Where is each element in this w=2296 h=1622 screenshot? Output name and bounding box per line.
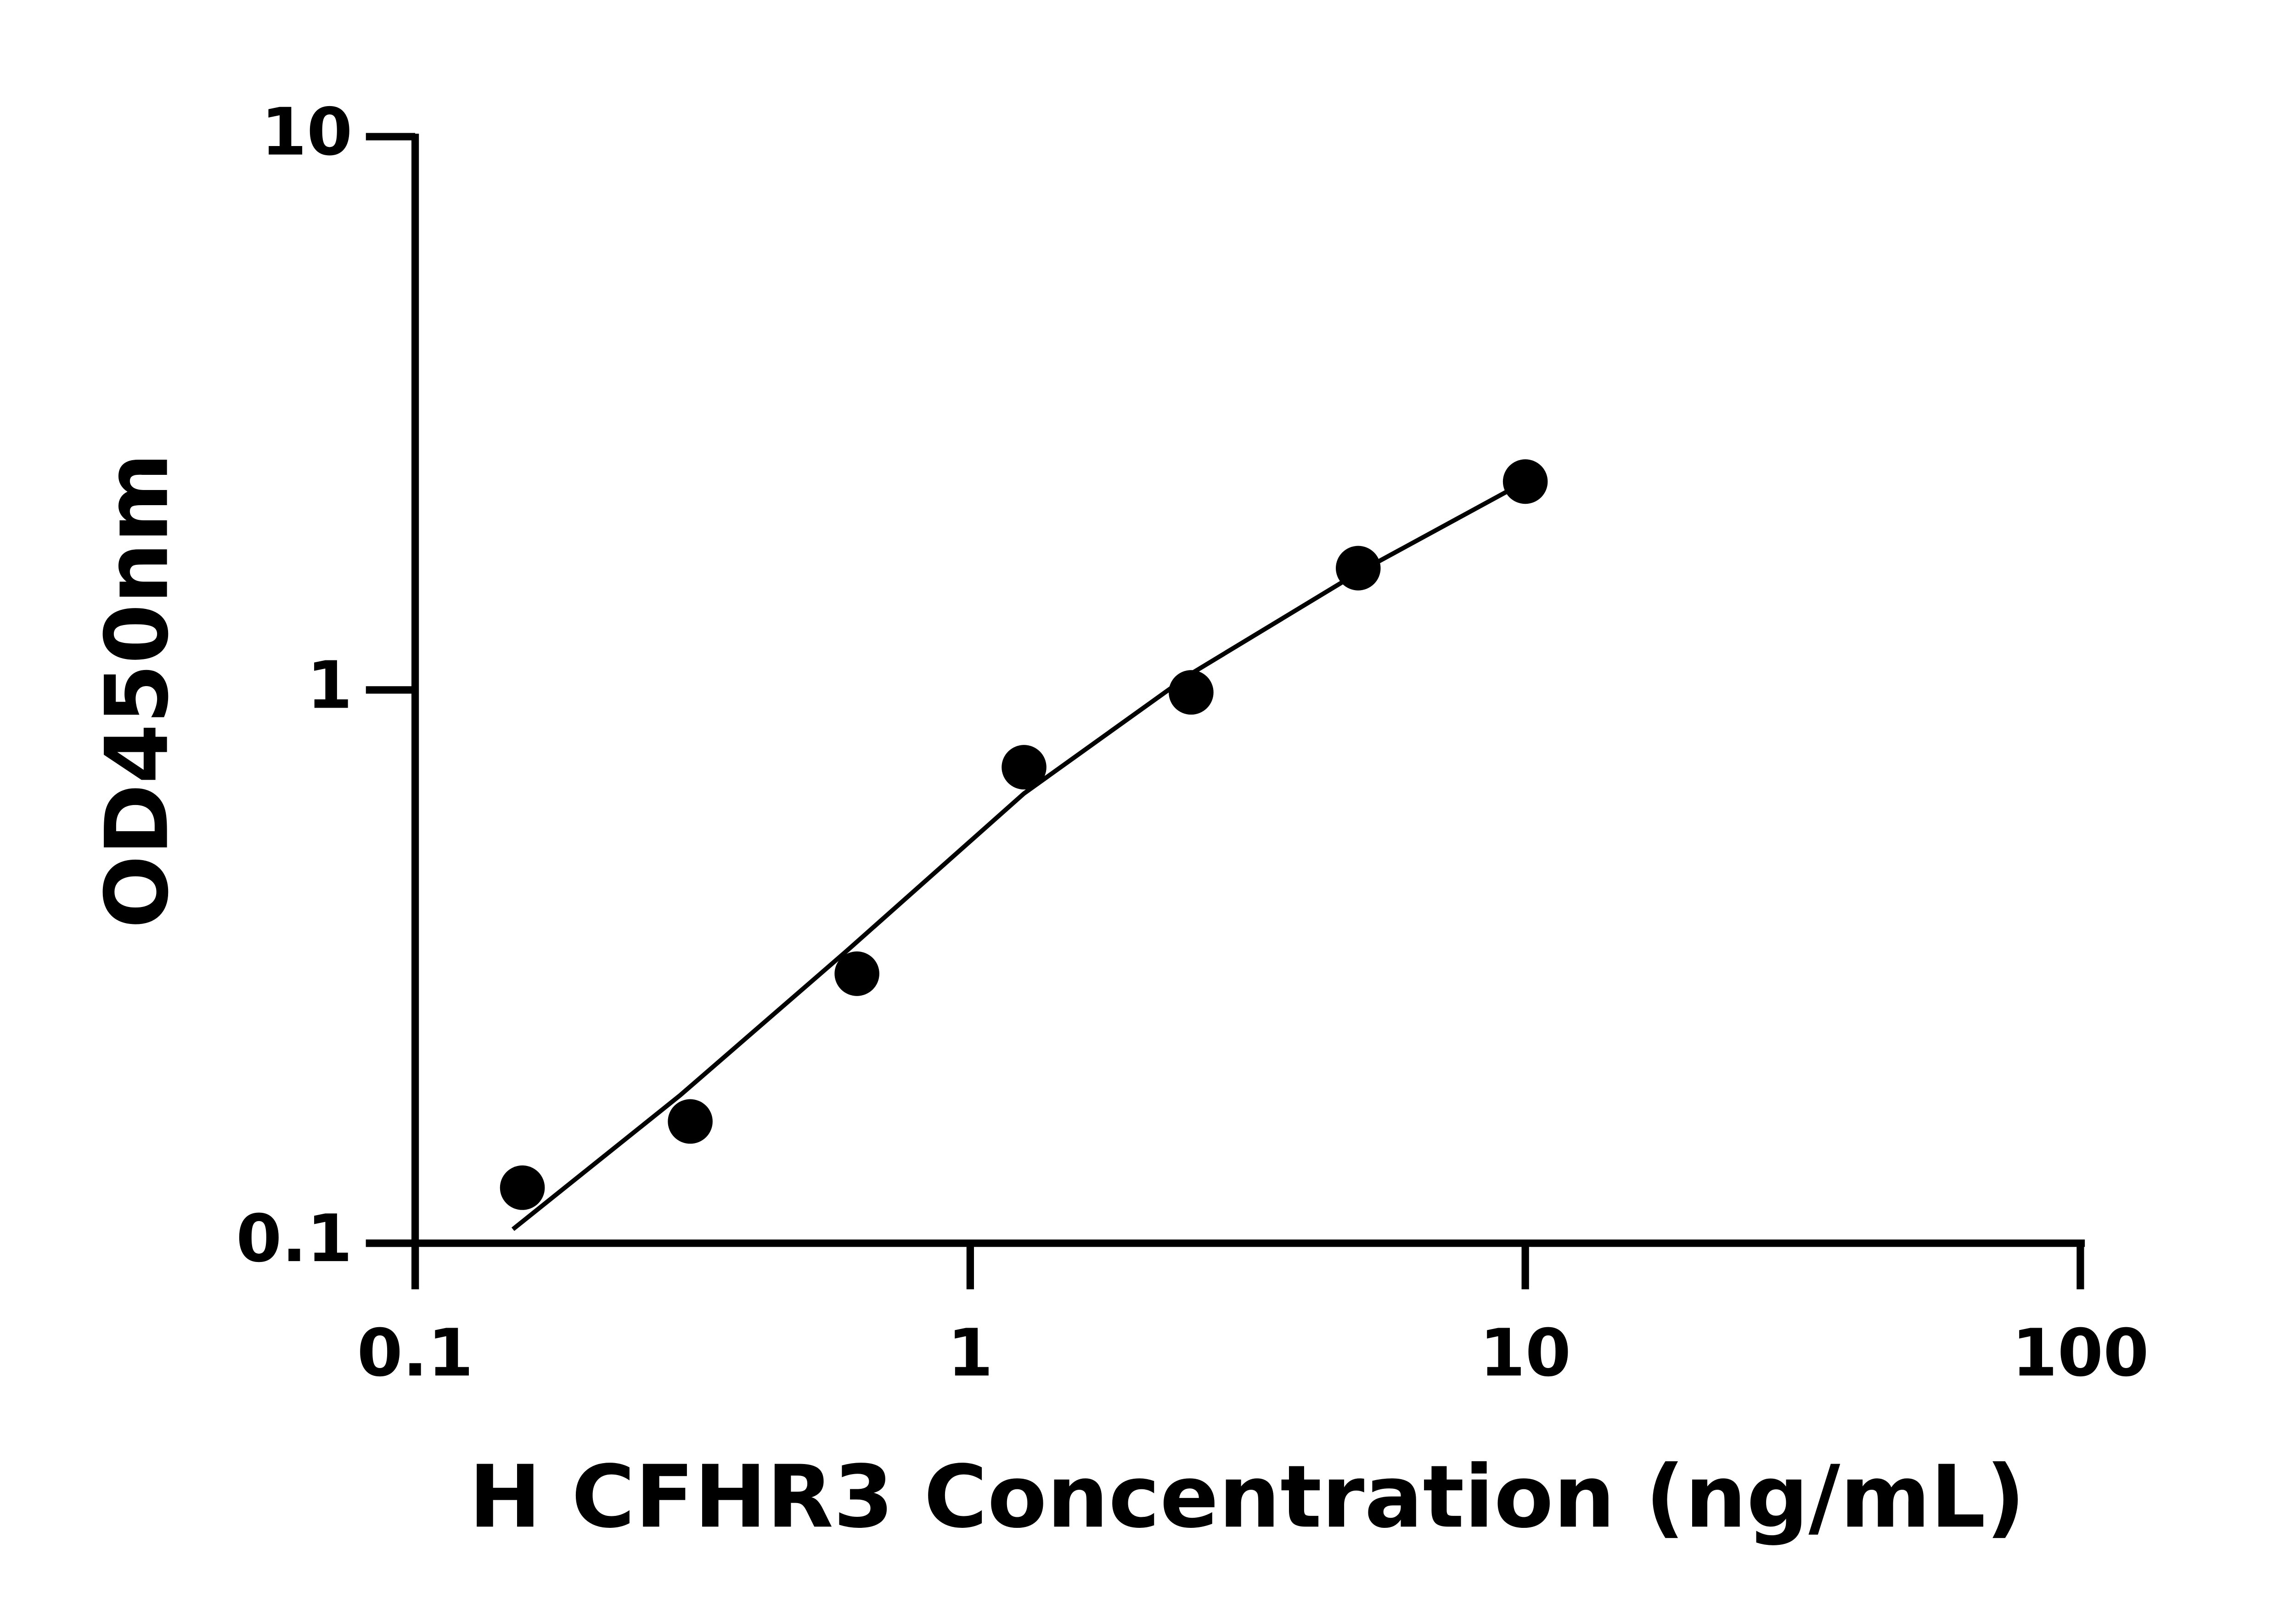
data-point (834, 951, 879, 996)
x-tick-label: 0.1 (357, 1315, 473, 1391)
y-tick-label: 0.1 (236, 1201, 352, 1277)
y-tick-label: 1 (307, 648, 353, 724)
y-tick-label: 10 (261, 94, 352, 170)
data-point (1169, 670, 1214, 715)
data-point (668, 1099, 713, 1144)
x-axis-title: H CFHR3 Concentration (ng/mL) (469, 1447, 2025, 1547)
data-point (1002, 745, 1047, 790)
y-axis-title: OD450nm (87, 453, 188, 929)
x-tick-label: 100 (2012, 1315, 2149, 1391)
data-point (500, 1165, 545, 1210)
x-tick-label: 10 (1480, 1315, 1571, 1391)
x-tick-label: 1 (947, 1315, 993, 1391)
data-point (1335, 546, 1381, 591)
fit-curve (511, 479, 1526, 1231)
data-point (1503, 459, 1548, 504)
